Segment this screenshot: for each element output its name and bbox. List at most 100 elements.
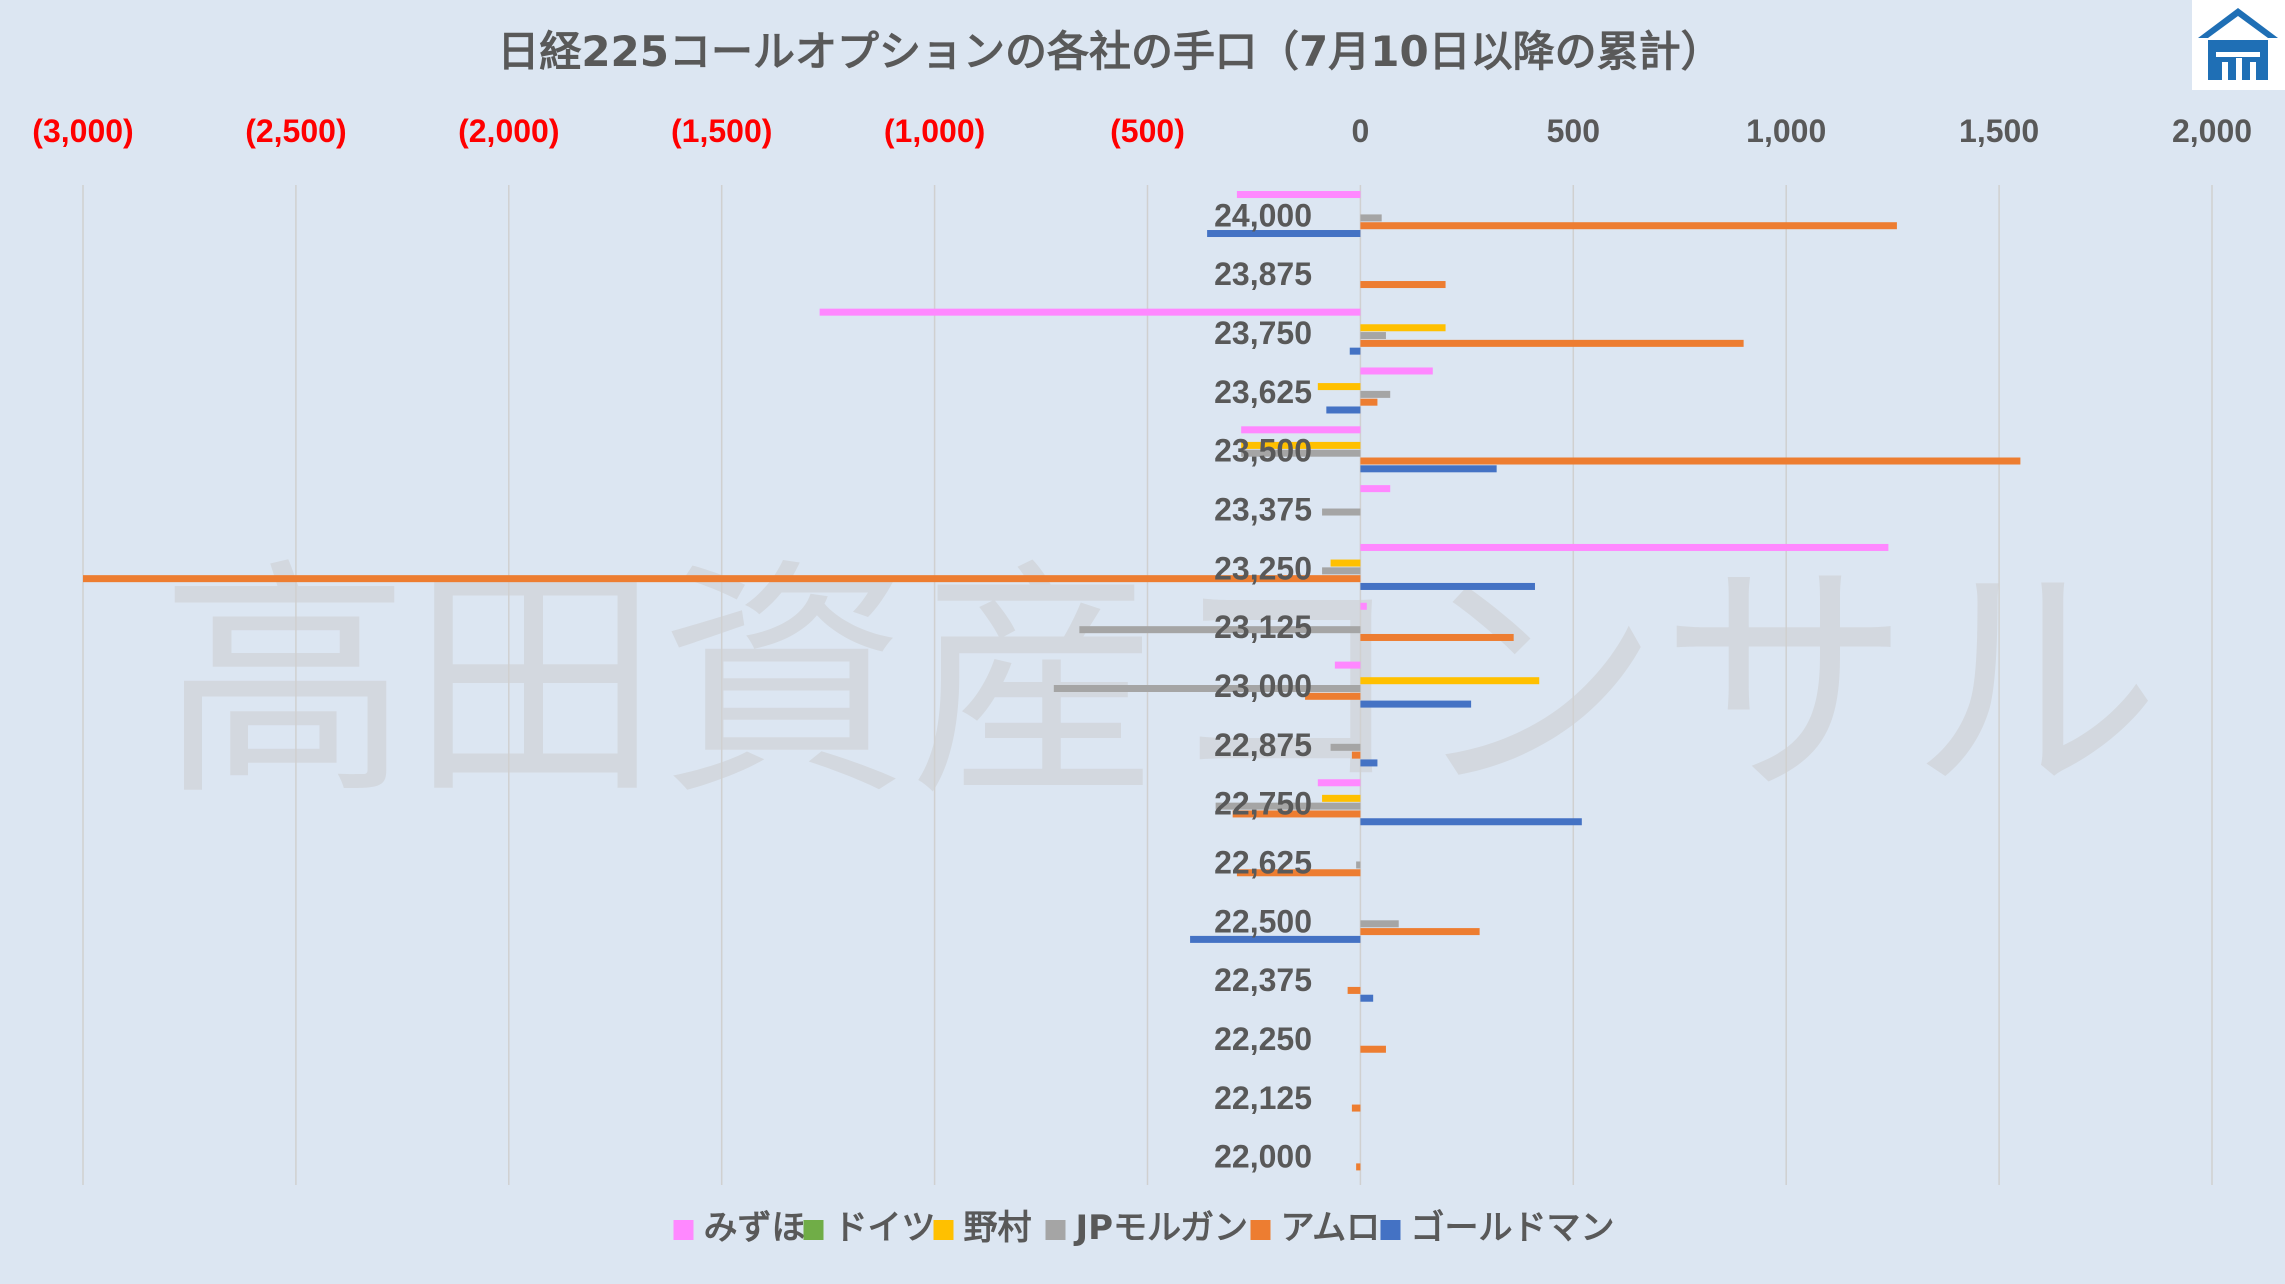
bar	[1360, 818, 1582, 826]
bar	[1360, 759, 1378, 767]
bar	[1079, 626, 1361, 634]
category-label: 23,625	[1214, 374, 1312, 410]
bar	[1322, 508, 1361, 516]
x-tick-label: 1,500	[1959, 113, 2039, 149]
logo-icon	[2192, 0, 2285, 90]
legend-label: JPモルガン	[1074, 1208, 1249, 1248]
bar	[1360, 324, 1446, 332]
legend-item: ゴールドマン	[1380, 1208, 1615, 1248]
category-label: 23,125	[1214, 609, 1312, 645]
x-tick-label: 1,000	[1746, 113, 1826, 149]
x-tick-label: (500)	[1110, 113, 1185, 149]
category-label: 23,250	[1214, 550, 1312, 586]
bar	[1360, 332, 1386, 340]
bar	[1305, 692, 1361, 700]
bar	[1241, 426, 1361, 434]
category-label: 23,000	[1214, 668, 1312, 704]
legend-label: アムロ	[1281, 1208, 1381, 1248]
category-label: 22,000	[1214, 1139, 1312, 1175]
bar	[1215, 802, 1361, 810]
bar	[1360, 367, 1433, 375]
legend-item: JPモルガン	[1045, 1208, 1249, 1248]
category-label: 22,875	[1214, 727, 1312, 763]
category-label: 23,750	[1214, 315, 1312, 351]
x-tick-label: (2,000)	[458, 113, 559, 149]
bar	[1360, 582, 1535, 590]
bar	[1360, 214, 1382, 222]
legend-item: 野村	[933, 1208, 1032, 1248]
legend-swatch	[1250, 1220, 1271, 1240]
legend-swatch	[1380, 1220, 1401, 1240]
legend-item: みずほ	[673, 1208, 806, 1248]
bar	[1347, 986, 1361, 994]
legend-item: アムロ	[1250, 1208, 1381, 1248]
bar	[1241, 449, 1361, 457]
bar	[1190, 935, 1361, 943]
category-label: 22,500	[1214, 903, 1312, 939]
legend-swatch	[933, 1220, 954, 1240]
x-tick-label: (1,500)	[671, 113, 772, 149]
bar	[1351, 751, 1361, 759]
bar	[1360, 920, 1399, 928]
bar	[83, 575, 1361, 583]
bar	[1326, 406, 1361, 414]
bar	[1360, 928, 1480, 936]
bar	[1330, 559, 1361, 567]
bar	[1322, 567, 1361, 575]
bar	[1334, 661, 1361, 669]
bar	[1241, 441, 1361, 449]
legend-label: ゴールドマン	[1411, 1208, 1615, 1248]
bar	[1360, 398, 1378, 406]
legend-item: ドイツ	[803, 1208, 936, 1248]
category-label: 22,375	[1214, 962, 1312, 998]
legend-label: ドイツ	[834, 1208, 936, 1248]
bar	[1360, 994, 1374, 1002]
x-tick-label: (1,000)	[884, 113, 985, 149]
bar	[1317, 779, 1361, 787]
bar	[1360, 677, 1540, 685]
bar	[1053, 685, 1361, 692]
bar	[1317, 383, 1361, 391]
category-label: 23,875	[1214, 256, 1312, 292]
bar	[1360, 633, 1514, 641]
x-tick-label: 500	[1547, 113, 1600, 149]
bar	[819, 308, 1361, 316]
bar	[1360, 339, 1744, 347]
bar	[1232, 810, 1361, 818]
bar	[1349, 347, 1361, 355]
bar	[1360, 602, 1367, 610]
bar	[1360, 222, 1897, 230]
bar	[1236, 869, 1361, 877]
bar	[1360, 543, 1889, 551]
x-tick-label: 0	[1352, 113, 1370, 149]
bar	[1236, 191, 1361, 199]
category-label: 22,625	[1214, 844, 1312, 880]
bar	[1360, 1045, 1386, 1053]
bar	[1351, 1104, 1361, 1112]
bar	[1356, 1163, 1361, 1171]
bar	[1356, 861, 1361, 869]
bar	[1360, 457, 2021, 465]
bar	[1360, 700, 1472, 708]
bar	[1322, 794, 1361, 802]
bar	[1360, 485, 1391, 493]
x-tick-label: (2,500)	[245, 113, 346, 149]
legend-swatch	[803, 1220, 824, 1240]
legend-label: 野村	[964, 1208, 1032, 1248]
category-label: 24,000	[1214, 197, 1312, 233]
watermark-text: 高田資産コンサル	[160, 538, 2160, 829]
category-label: 22,125	[1214, 1080, 1312, 1116]
chart-title: 日経225コールオプションの各社の手口（7月10日以降の累計）	[497, 27, 1722, 76]
x-tick-label: 2,000	[2172, 113, 2252, 149]
bar	[1360, 465, 1497, 473]
category-label: 22,750	[1214, 786, 1312, 822]
legend-swatch	[1045, 1220, 1066, 1240]
category-label: 22,250	[1214, 1021, 1312, 1057]
bar	[1360, 390, 1391, 398]
legend-swatch	[673, 1220, 694, 1240]
bar	[1360, 281, 1446, 289]
bar	[1207, 230, 1361, 238]
category-label: 23,375	[1214, 492, 1312, 528]
